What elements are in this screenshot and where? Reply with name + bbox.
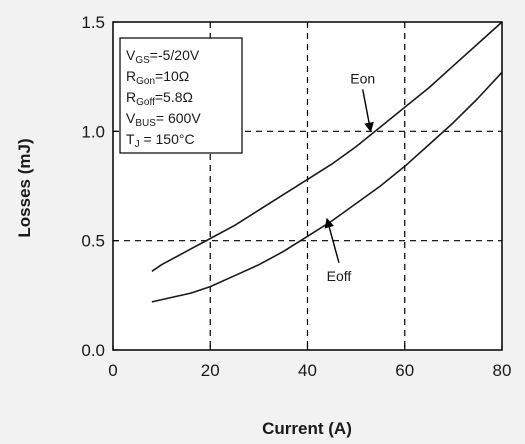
x-tick-label-60: 60 (395, 361, 414, 380)
x-axis-title: Current (A) (262, 419, 352, 438)
condition-line-j: TJ = 150°C (126, 131, 195, 150)
annotation-arrow-eoff (324, 217, 340, 263)
y-tick-label-0.5: 0.5 (81, 232, 105, 251)
condition-line-goff: RGoff=5.8Ω (126, 89, 193, 108)
conditions-box-frame (119, 37, 243, 154)
conditions-text: VGS=-5/20V RGon=10Ω RGoff=5.8Ω VBUS= 600V TJ… (126, 47, 201, 150)
series-lines (151, 21, 503, 303)
conditions-box: VGS=-5/20V RGon=10Ω RGoff=5.8Ω VBUS= 600V TJ… (119, 37, 243, 154)
y-tick-label-1.0: 1.0 (81, 122, 105, 141)
axis-ticks: 0 20 40 60 80 0.0 0.5 1.0 1.5 (81, 13, 511, 380)
x-tick-label-80: 80 (493, 361, 512, 380)
series-eon-line (151, 21, 503, 272)
annotations: Eon Eoff (324, 70, 375, 284)
x-tick-label-20: 20 (201, 361, 220, 380)
x-tick-label-40: 40 (298, 361, 317, 380)
condition-line-bus: VBUS= 600V (126, 110, 201, 129)
annotation-arrow-eon (362, 89, 374, 133)
condition-line-gs: VGS=-5/20V (126, 47, 200, 66)
y-tick-label-0.0: 0.0 (81, 341, 105, 360)
y-axis-title: Losses (mJ) (15, 138, 34, 237)
grid-lines (113, 22, 502, 350)
x-tick-label-0: 0 (108, 361, 117, 380)
annotation-label-eoff: Eoff (327, 268, 352, 284)
series-eoff-line (151, 71, 503, 303)
annotation-label-eon: Eon (350, 70, 375, 86)
y-tick-label-1.5: 1.5 (81, 13, 105, 32)
condition-line-gon: RGon=10Ω (126, 68, 189, 87)
